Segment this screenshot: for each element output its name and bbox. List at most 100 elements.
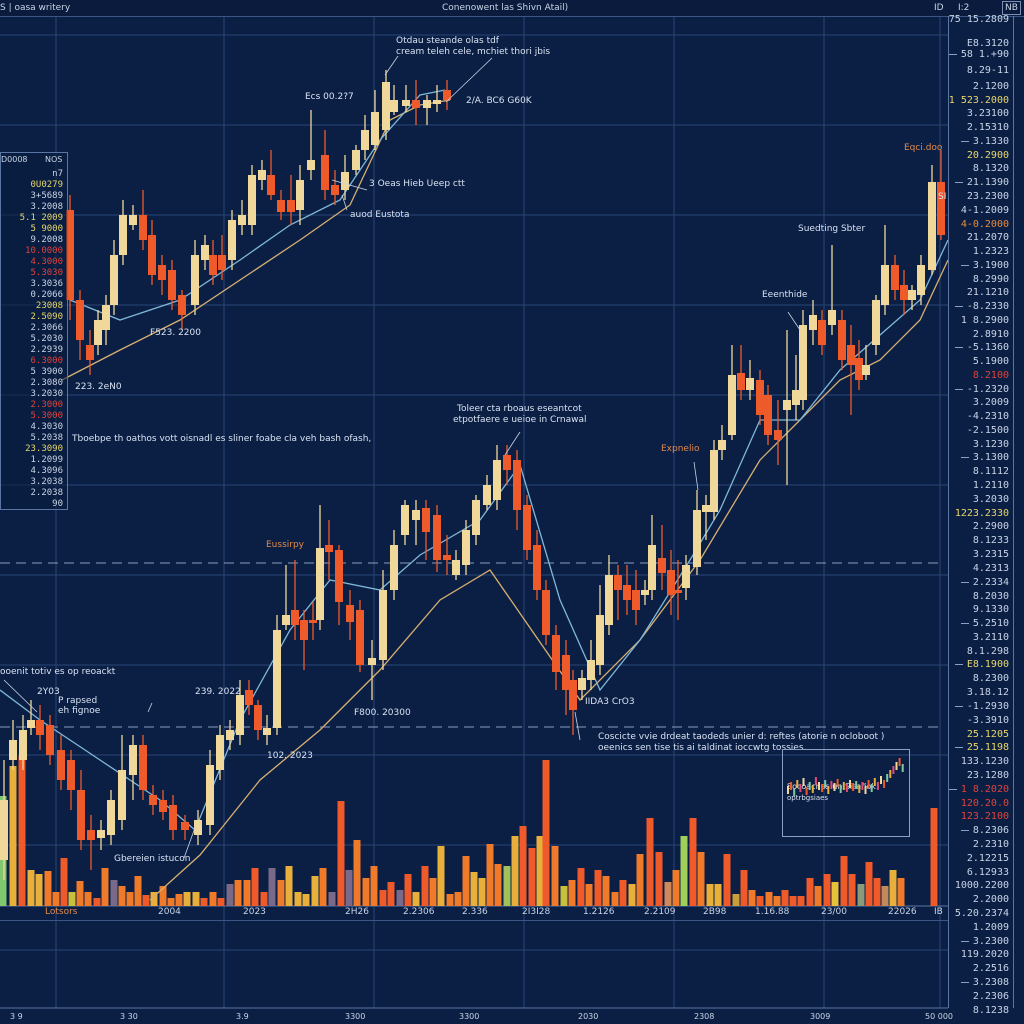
chart-annotation: Eeenthide <box>762 290 808 300</box>
price-tick: -5.1360 <box>954 342 1009 353</box>
time-axis-label: 1.2126 <box>583 907 615 917</box>
values-panel: D0008 NOS n7 0U0279 3+5689 3.2008 5.1 2009 5 … <box>0 152 68 510</box>
price-tick: 3.1230 <box>972 439 1009 450</box>
symbol-label[interactable]: S | oasa writery <box>0 3 71 13</box>
toolbar-item-id[interactable]: ID <box>934 3 944 13</box>
price-tick: E8.1900 <box>954 659 1009 670</box>
values-panel-row: 3.2008 <box>30 202 63 212</box>
chart-annotation: etpotfaere e ueioe in Crnawal <box>453 415 587 425</box>
tick-mark <box>960 829 969 831</box>
tick-mark <box>960 940 969 942</box>
tick-mark <box>948 53 957 55</box>
bottom-axis-label: 3.9 <box>236 1012 249 1021</box>
price-tick: 21.1210 <box>966 287 1009 298</box>
price-tick: 3.1900 <box>960 260 1009 271</box>
ma-slow-line <box>61 99 451 381</box>
annotation-leader <box>341 194 348 211</box>
price-tick: 1.2323 <box>972 246 1009 257</box>
values-panel-row: 2.5090 <box>30 312 63 322</box>
values-panel-row: 2.3000 <box>30 400 63 410</box>
chart-annotation: P rapsed <box>58 696 98 706</box>
price-tick: 1.2009 <box>972 922 1009 933</box>
values-panel-row: 5.3030 <box>30 268 63 278</box>
annotation-leader <box>183 824 197 859</box>
values-panel-header-right: NOS <box>45 155 63 164</box>
values-panel-row: 0.2066 <box>30 290 63 300</box>
annotation-leader <box>693 461 699 491</box>
chart-annotation: IIDA3 CrO3 <box>585 697 635 707</box>
price-tick: 3.1300 <box>960 452 1009 463</box>
values-panel-row: 2.2939 <box>30 345 63 355</box>
time-axis-label: 2B98 <box>703 907 727 917</box>
chart-annotation: 239. 2022 <box>195 687 241 697</box>
price-tick: 20.2900 <box>966 150 1009 161</box>
price-tick: 75 15.2809 <box>948 14 1009 25</box>
annotation-leader <box>147 702 153 713</box>
price-axis[interactable]: 75 15.2809 E8.3120 58 1.+90 8.29-11 2.1200 1 … <box>948 14 1014 1016</box>
values-panel-row: 0U0279 <box>30 180 63 190</box>
price-tick: 1000.2200 <box>954 880 1009 891</box>
values-panel-row: 2.3066 <box>30 323 63 333</box>
chart-annotation: SI <box>938 192 947 202</box>
values-panel-row: 4.3000 <box>30 257 63 267</box>
price-tick: 8.2990 <box>972 274 1009 285</box>
price-tick: E8.3120 <box>966 38 1009 49</box>
toolbar-item-interval[interactable]: I:2 <box>958 3 970 13</box>
price-tick: 2.12215 <box>966 853 1009 864</box>
annotation-leader <box>3 679 38 713</box>
values-panel-row: 2.2038 <box>30 488 63 498</box>
annotation-leader <box>445 57 493 103</box>
tick-mark <box>960 140 969 142</box>
candles <box>66 70 451 375</box>
chart-annotation: Suedting Sbter <box>798 224 866 234</box>
time-axis-label: 22026 <box>888 907 917 917</box>
volume-bars <box>0 756 938 906</box>
values-panel-row: 5.3000 <box>30 411 63 421</box>
inset-mini-chart: Socoaches un Sisafiok optrbgsiaes <box>782 749 910 837</box>
chart-annotation: Eussirpy <box>266 540 305 550</box>
price-tick: 2.8910 <box>972 329 1009 340</box>
annotation-leader <box>504 431 521 456</box>
tick-mark <box>954 305 963 307</box>
tick-mark <box>960 622 969 624</box>
time-axis-label: 23/00 <box>821 907 847 917</box>
tick-mark <box>960 981 969 983</box>
chart-annotation: Ecs 00.2?7 <box>305 92 354 102</box>
chart-annotation: 2/A. BC6 G60K <box>466 96 532 106</box>
chart-annotation: Tboebpe th oathos vott oisnadl es sliner… <box>72 434 372 444</box>
price-tick: 8.2030 <box>972 591 1009 602</box>
tick-mark <box>960 581 969 583</box>
price-tick: 23.1280 <box>966 770 1009 781</box>
values-panel-row: 5.2038 <box>30 433 63 443</box>
values-panel-row: 5 3900 <box>30 367 63 377</box>
chart-annotation: Toleer cta rboaus eseantcot <box>457 404 582 414</box>
price-tick: 8.2306 <box>960 825 1009 836</box>
price-tick: 3.2110 <box>972 632 1009 643</box>
price-tick: 5.2510 <box>960 618 1009 629</box>
title-bar: S | oasa writery Conenowent las Shivn At… <box>0 0 1024 17</box>
values-panel-row: 90 <box>52 499 63 509</box>
price-tick: 5.1900 <box>972 356 1009 367</box>
time-axis-label: IB <box>934 907 943 917</box>
tick-mark <box>954 346 963 348</box>
tick-mark <box>954 705 963 707</box>
price-tick: 3.2030 <box>972 494 1009 505</box>
chart-annotation: 223. 2eN0 <box>75 382 122 392</box>
price-tick: 2.1200 <box>972 81 1009 92</box>
annotation-leader <box>384 55 399 76</box>
price-tick: 8.1.298 <box>966 646 1009 657</box>
time-axis-label: 2H26 <box>345 907 369 917</box>
values-panel-row: 9.2008 <box>30 235 63 245</box>
values-panel-header: D0008 <box>1 155 28 164</box>
time-axis-label: 1.16.88 <box>755 907 790 917</box>
price-tick: 3.2009 <box>972 397 1009 408</box>
price-tick: 8.1112 <box>972 466 1009 477</box>
chart-annotation: Expnelio <box>661 444 700 454</box>
chart-annotation: auod Eustota <box>350 210 410 220</box>
price-tick: -2.1500 <box>966 425 1009 436</box>
values-panel-row: 6.3000 <box>30 356 63 366</box>
toolbar-item-nb[interactable]: NB <box>1002 1 1021 15</box>
price-tick: 123.2100 <box>960 811 1009 822</box>
price-tick: 2.15310 <box>966 122 1009 133</box>
